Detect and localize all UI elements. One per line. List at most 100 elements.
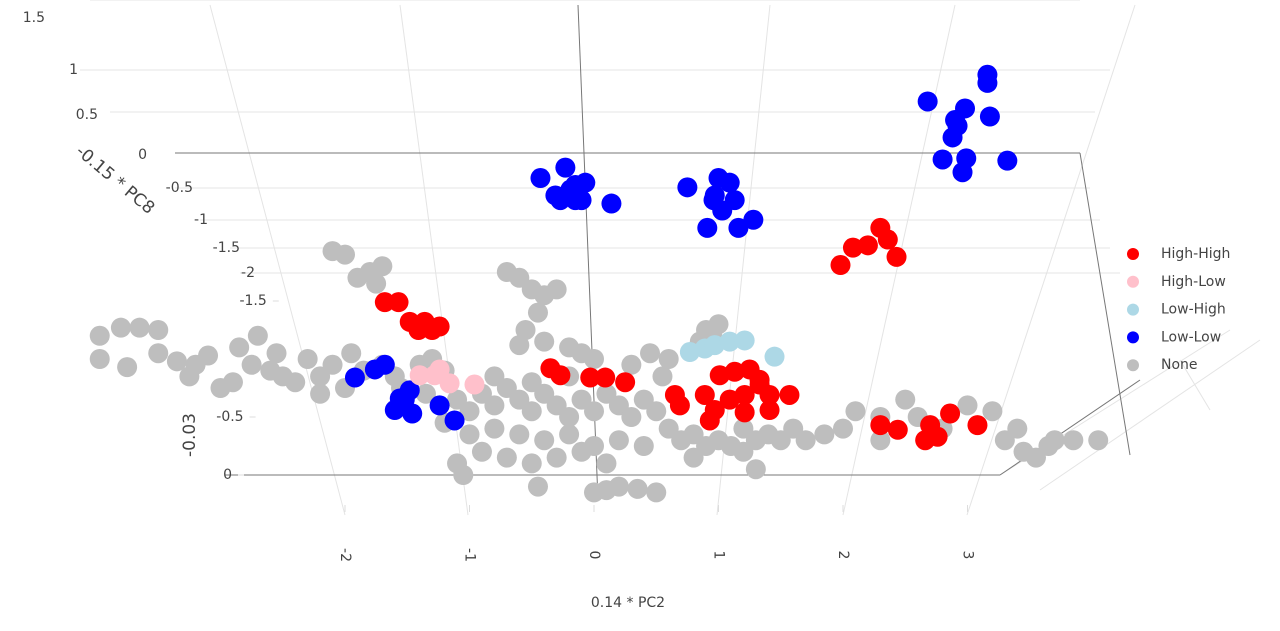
legend-label: None (1161, 357, 1198, 373)
point (997, 150, 1018, 171)
point (559, 424, 580, 445)
point (719, 172, 740, 193)
point (979, 106, 1000, 127)
point (571, 441, 592, 462)
point (374, 354, 395, 375)
point (534, 430, 555, 451)
point (515, 320, 536, 340)
point (845, 401, 866, 422)
point (957, 395, 978, 416)
point (555, 157, 576, 178)
point (857, 235, 878, 256)
point (229, 337, 250, 358)
point (1063, 430, 1084, 451)
point (749, 374, 770, 395)
point (341, 343, 362, 364)
point (733, 441, 754, 462)
point (415, 383, 436, 404)
point (580, 367, 601, 388)
point (509, 335, 530, 356)
z-tick-label: 1 (69, 62, 78, 78)
z-tick-label: 0.5 (76, 107, 98, 123)
point (764, 346, 785, 367)
point (728, 217, 749, 238)
point (344, 367, 365, 388)
points (89, 64, 1109, 503)
legend: High-High High-Low Low-High Low-Low None (1127, 246, 1230, 373)
point (1044, 430, 1065, 451)
point (527, 476, 548, 497)
point (952, 162, 973, 183)
point (484, 395, 505, 416)
legend-label: Low-High (1161, 302, 1226, 318)
point (521, 372, 542, 393)
point (89, 349, 110, 369)
point (166, 351, 187, 372)
legend-marker (1127, 248, 1139, 260)
point (148, 343, 169, 364)
point (471, 441, 492, 462)
point (712, 200, 733, 221)
point (814, 424, 835, 445)
point (679, 342, 700, 363)
point (947, 115, 968, 136)
z-tick-label: -2 (241, 265, 255, 281)
point (89, 325, 110, 346)
x-axis-title: 0.14 * PC2 (591, 595, 665, 611)
point (601, 193, 622, 214)
point (887, 419, 908, 440)
point (322, 354, 343, 375)
point (422, 320, 443, 340)
legend-label: High-High (1161, 246, 1230, 262)
point (734, 330, 755, 351)
point (596, 453, 617, 474)
z-tick-label: 1.5 (23, 10, 45, 26)
point (584, 349, 604, 369)
point (779, 384, 800, 405)
point (372, 256, 393, 277)
point (743, 209, 764, 230)
point (704, 335, 725, 356)
point (439, 373, 460, 394)
point (402, 403, 423, 424)
point (669, 395, 690, 416)
z-tick-label: -1 (194, 212, 208, 228)
point (129, 317, 150, 338)
legend-marker (1127, 331, 1139, 344)
point (521, 401, 542, 422)
point (683, 447, 704, 468)
point (917, 91, 938, 112)
point (408, 320, 429, 340)
y-axis-title: -0.03 (180, 413, 200, 457)
point (389, 388, 410, 409)
point (335, 244, 355, 265)
point (222, 372, 243, 393)
point (530, 168, 551, 189)
point (110, 317, 131, 338)
legend-label: Low-Low (1161, 329, 1221, 345)
point (734, 402, 755, 423)
point (830, 255, 851, 276)
point (584, 401, 604, 422)
point (241, 354, 262, 375)
point (117, 357, 138, 378)
point (310, 383, 331, 404)
point (982, 401, 1003, 422)
point (646, 401, 667, 422)
point (546, 279, 567, 300)
legend-label: High-Low (1161, 274, 1226, 290)
point (266, 343, 287, 364)
point (842, 237, 863, 258)
point (179, 366, 200, 387)
point (509, 424, 530, 445)
point (366, 273, 387, 294)
point (550, 365, 571, 386)
x-tick-label: 2 (835, 551, 851, 560)
point (347, 267, 368, 288)
point (247, 325, 268, 346)
point (745, 459, 766, 480)
point (575, 172, 596, 193)
point (627, 478, 648, 499)
point (940, 403, 961, 424)
